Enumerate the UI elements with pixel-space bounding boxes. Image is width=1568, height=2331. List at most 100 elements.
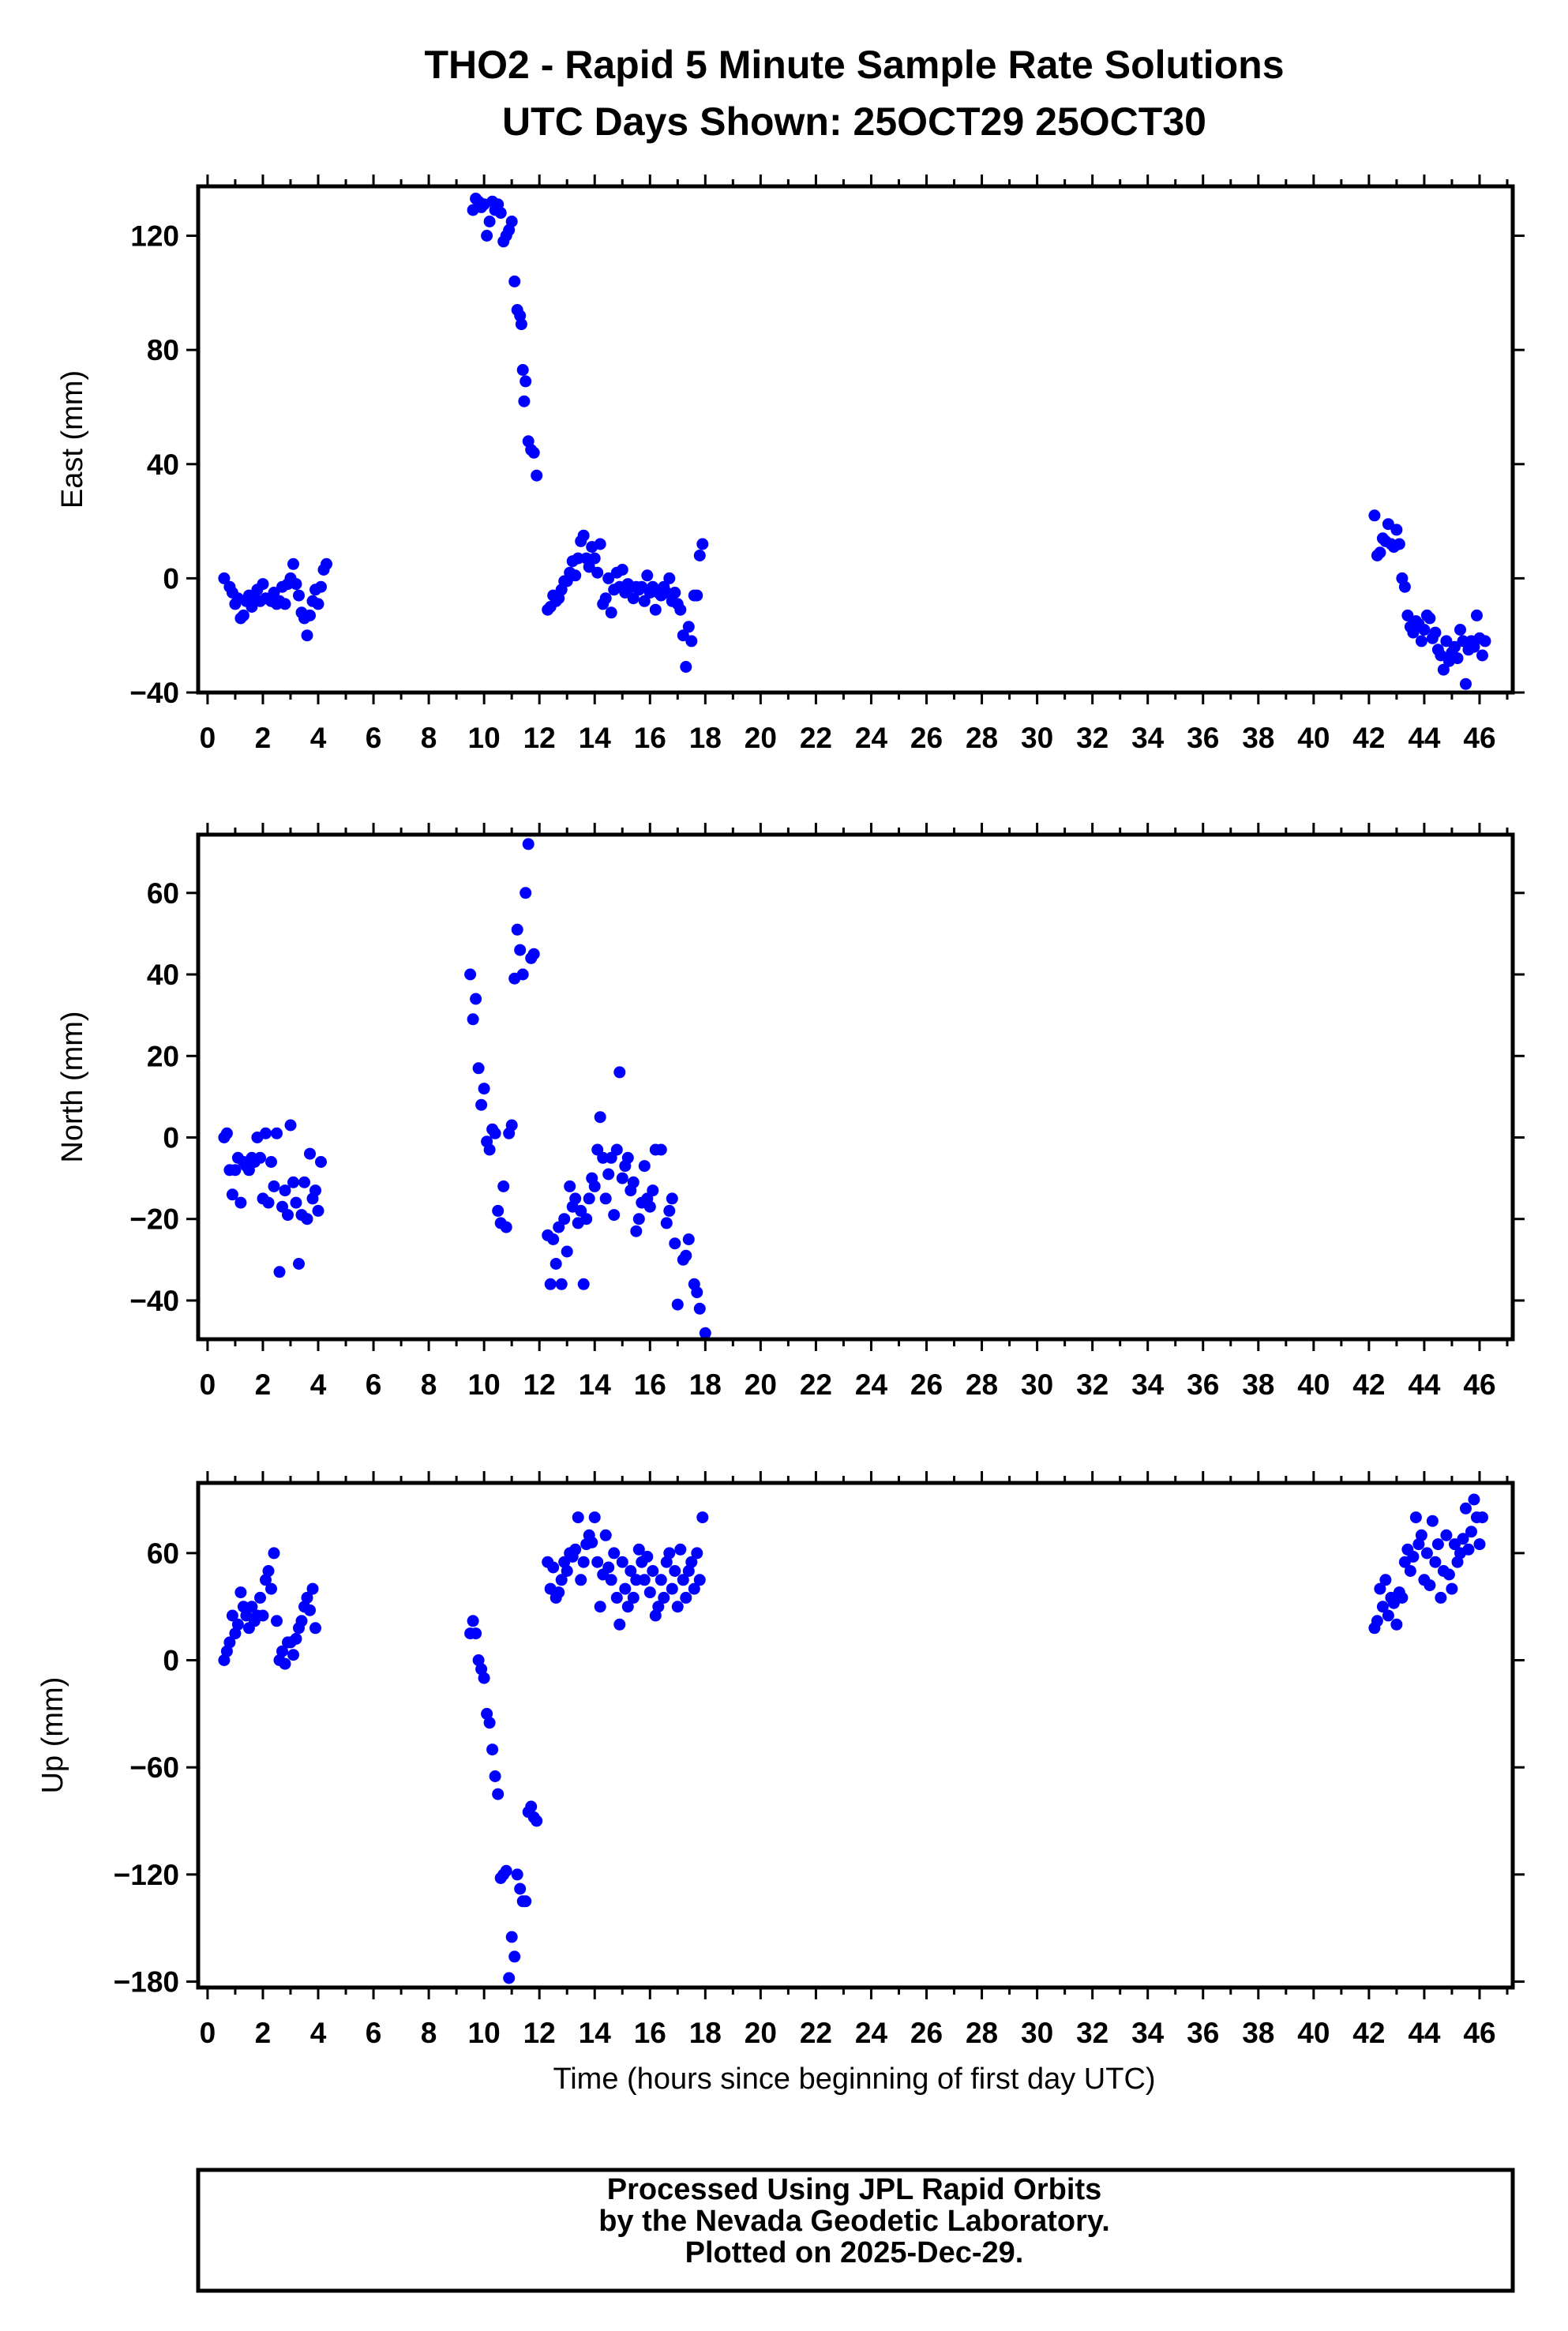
y-axis-label: North (mm) <box>56 1011 89 1162</box>
data-point <box>260 1127 272 1139</box>
data-point <box>1451 652 1464 665</box>
data-point <box>279 598 291 610</box>
data-point <box>265 1582 277 1595</box>
data-point <box>693 1574 706 1586</box>
data-point <box>671 1298 684 1311</box>
x-tick-label: 22 <box>800 1368 832 1401</box>
x-tick-label: 4 <box>310 722 327 754</box>
y-tick-label: 120 <box>130 220 179 253</box>
x-tick-label: 20 <box>745 2017 777 2049</box>
data-point <box>516 968 529 981</box>
data-point <box>481 1707 493 1720</box>
data-point <box>680 661 692 673</box>
data-point <box>1446 1582 1458 1595</box>
data-point <box>638 1574 651 1586</box>
x-tick-label: 12 <box>523 2017 556 2049</box>
panels: 0 2 4 6 8 10 12 14 16 18 20 22 24 26 28 30 32 34 36 38 40 42 4… <box>36 175 1525 2049</box>
x-tick-label: 6 <box>366 1368 382 1401</box>
data-point <box>282 1209 294 1222</box>
data-point <box>287 557 299 570</box>
data-point <box>602 572 615 584</box>
data-point <box>691 1547 703 1560</box>
data-point <box>515 318 527 331</box>
data-point <box>1390 524 1403 536</box>
data-point <box>669 587 681 599</box>
chart-title-line1: THO2 - Rapid 5 Minute Sample Rate Soluti… <box>424 43 1284 87</box>
data-point <box>1457 635 1469 648</box>
data-point <box>503 1972 516 1984</box>
data-point <box>1398 580 1411 593</box>
data-point <box>470 993 482 1005</box>
data-point <box>1426 1515 1439 1527</box>
data-point <box>588 1511 601 1524</box>
data-point <box>1437 663 1450 676</box>
data-point <box>674 1543 687 1556</box>
x-tick-label: 30 <box>1021 2017 1053 2049</box>
data-point <box>685 1556 698 1568</box>
data-point <box>636 580 648 593</box>
data-point <box>638 1160 651 1173</box>
data-point <box>577 529 590 542</box>
data-point <box>616 1172 628 1184</box>
data-point <box>660 1217 673 1229</box>
x-tick-label: 24 <box>855 1368 888 1401</box>
x-tick-label: 36 <box>1187 2017 1219 2049</box>
data-point <box>561 1565 573 1577</box>
data-point <box>577 1556 590 1568</box>
x-tick-label: 44 <box>1408 722 1441 754</box>
x-tick-label: 8 <box>421 1368 437 1401</box>
data-point <box>301 629 313 642</box>
data-point <box>287 1176 299 1188</box>
x-tick-label: 18 <box>689 1368 722 1401</box>
data-point <box>627 1591 640 1604</box>
data-point <box>481 230 493 242</box>
data-point <box>647 1565 659 1577</box>
y-tick-label: 80 <box>147 334 179 366</box>
panel-up: 0 2 4 6 8 10 12 14 16 18 20 22 24 26 28 30 32 34 36 38 40 42 4… <box>36 1471 1525 2049</box>
data-point <box>237 609 249 621</box>
x-tick-label: 34 <box>1131 2017 1165 2049</box>
data-point <box>271 1127 283 1139</box>
x-axis-label: Time (hours since beginning of first day… <box>553 2063 1155 2096</box>
data-point <box>483 216 496 227</box>
data-point <box>1407 1550 1420 1563</box>
data-point <box>262 1196 275 1209</box>
data-point <box>610 1143 623 1156</box>
x-tick-label: 42 <box>1352 2017 1385 2049</box>
x-tick-label: 10 <box>468 1368 501 1401</box>
data-point <box>271 1615 283 1627</box>
x-tick-label: 46 <box>1463 1368 1495 1401</box>
data-point <box>500 1864 512 1877</box>
data-point <box>226 1188 238 1201</box>
data-point <box>500 1221 512 1233</box>
data-point <box>1468 1493 1480 1506</box>
data-point <box>643 1586 656 1599</box>
data-point <box>669 1237 681 1250</box>
data-point <box>583 561 595 573</box>
data-point <box>489 1127 501 1139</box>
up-series <box>218 1493 1488 1984</box>
data-point <box>555 1278 568 1290</box>
data-point <box>605 606 617 619</box>
data-point <box>514 1882 527 1895</box>
y-tick-label: −40 <box>129 1285 179 1317</box>
x-tick-label: 12 <box>523 722 556 754</box>
data-point <box>1465 1526 1477 1538</box>
x-tick-label: 0 <box>200 1368 216 1401</box>
data-point <box>520 1895 532 1908</box>
data-point <box>293 589 305 602</box>
data-point <box>558 1213 571 1226</box>
x-tick-label: 38 <box>1242 722 1274 754</box>
data-point <box>1374 1582 1386 1595</box>
data-point <box>1415 635 1427 648</box>
data-point <box>1429 626 1442 639</box>
x-tick-label: 28 <box>966 722 998 754</box>
data-point <box>1476 649 1488 662</box>
data-point <box>284 1119 297 1132</box>
data-point <box>547 1233 560 1245</box>
data-point <box>561 1245 573 1258</box>
x-tick-label: 2 <box>255 722 272 754</box>
panel-north: 0 2 4 6 8 10 12 14 16 18 20 22 24 26 28 30 32 34 36 38 40 42 4… <box>56 823 1525 1401</box>
data-point <box>693 550 706 561</box>
